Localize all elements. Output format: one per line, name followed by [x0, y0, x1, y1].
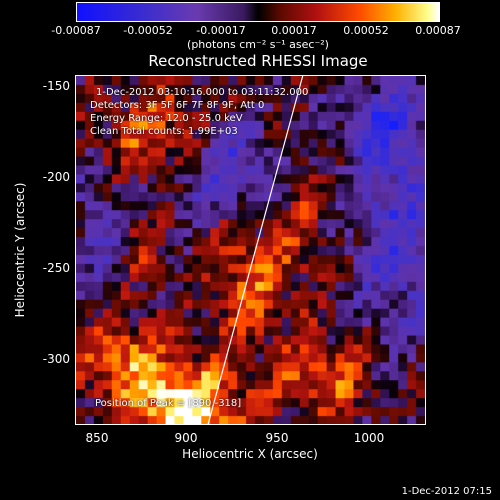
clean-counts-annotation: Clean Total counts: 1.99E+03: [90, 126, 238, 137]
x-tick-label: 1000: [353, 431, 385, 445]
y-tick-label: -150: [42, 79, 70, 93]
footer-date: 1-Dec-2012 07:15: [401, 486, 492, 497]
detectors-annotation: Detectors: 3F 5F 6F 7F 8F 9F, Att 0: [90, 100, 265, 111]
x-axis-label: Heliocentric X (arcsec): [182, 447, 318, 461]
colorbar-tick-label: -0.00052: [123, 24, 173, 37]
colorbar-tick-label: 0.00087: [415, 24, 461, 37]
colorbar-tick-label: 0.00052: [343, 24, 389, 37]
colorbar-tick-label: -0.00017: [196, 24, 246, 37]
plot-title: Reconstructed RHESSI Image: [148, 52, 368, 70]
y-tick-label: -300: [42, 352, 70, 366]
peak-position-annotation: Position of Peak = [890,-318]: [95, 398, 242, 409]
plot-area: 1-Dec-2012 03:10:16.000 to 03:11:32.000 …: [75, 75, 426, 425]
limb-overlay: [207, 76, 304, 424]
time-range-annotation: 1-Dec-2012 03:10:16.000 to 03:11:32.000: [96, 87, 309, 98]
colorbar-tick-label: 0.00017: [271, 24, 317, 37]
colorbar-units: (photons cm⁻² s⁻¹ asec⁻²): [187, 38, 329, 51]
colorbar: [76, 2, 440, 22]
solar-limb-line: [207, 76, 304, 424]
y-axis-label: Heliocentric Y (arcsec): [13, 182, 27, 318]
y-tick-label: -200: [42, 170, 70, 184]
x-tick-label: 850: [85, 431, 109, 445]
x-tick-label: 950: [265, 431, 289, 445]
colorbar-tick-label: -0.00087: [51, 24, 101, 37]
y-tick-label: -250: [42, 261, 70, 275]
x-tick-label: 900: [174, 431, 198, 445]
energy-range-annotation: Energy Range: 12.0 - 25.0 keV: [90, 113, 243, 124]
rhessi-heatmap: [76, 76, 425, 424]
